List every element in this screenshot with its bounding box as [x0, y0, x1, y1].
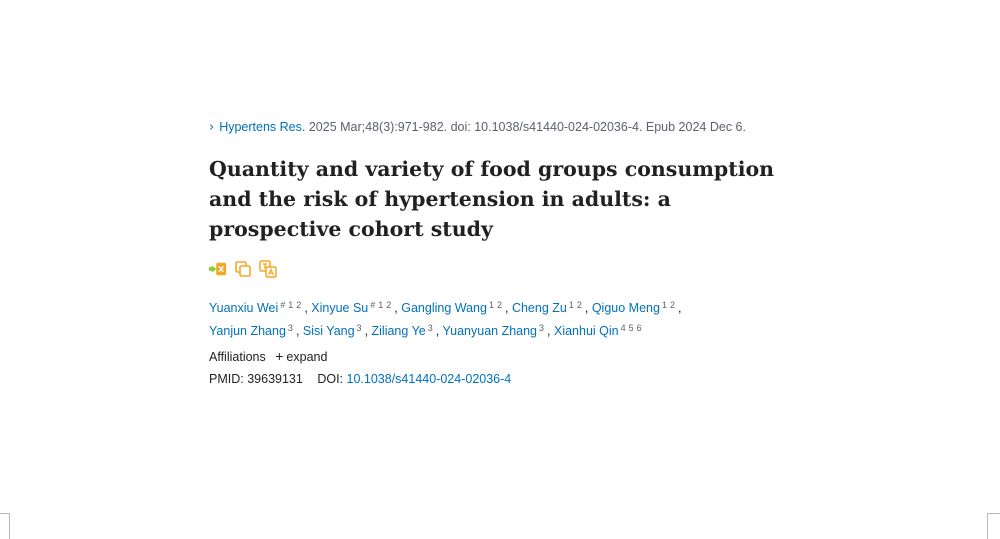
affiliation-mark[interactable]: 1: [378, 300, 384, 310]
affiliation-mark[interactable]: 1: [488, 300, 494, 310]
authors-list: Yuanxiu Wei #1 2, Xinyue Su #1 2, Gangling W…: [209, 300, 682, 338]
affiliation-mark[interactable]: #: [370, 300, 376, 310]
author-link[interactable]: Qiguo Meng: [591, 301, 660, 315]
journal-link[interactable]: Hypertens Res.: [219, 120, 306, 134]
affiliation-mark[interactable]: 2: [386, 300, 392, 310]
tools-row: [209, 259, 809, 279]
affiliation-mark[interactable]: 3: [539, 323, 545, 333]
page-corner-right: [987, 513, 1000, 539]
author-link[interactable]: Xianhui Qin: [553, 324, 619, 338]
chevron-right-icon[interactable]: ›: [209, 120, 215, 135]
affiliation-mark[interactable]: 2: [669, 300, 675, 310]
author-link[interactable]: Gangling Wang: [401, 301, 487, 315]
copy-icon[interactable]: [234, 260, 252, 278]
affiliation-mark[interactable]: 1: [568, 300, 574, 310]
identifiers-row: PMID: 39639131 DOI: 10.1038/s41440-024-0…: [209, 369, 809, 389]
affiliation-mark[interactable]: 2: [576, 300, 582, 310]
page-corner-left: [0, 513, 10, 539]
citation-line: › Hypertens Res. 2025 Mar;48(3):971-982. …: [209, 117, 809, 138]
pmid-value: 39639131: [247, 372, 303, 386]
expand-affiliations-button[interactable]: + expand: [275, 348, 328, 364]
author-link[interactable]: Yuanyuan Zhang: [442, 324, 538, 338]
author-affiliation-marks: #1 2: [370, 300, 394, 310]
author-affiliation-marks: 3: [288, 323, 296, 333]
affiliation-mark[interactable]: 3: [287, 323, 293, 333]
author-link[interactable]: Xinyue Su: [311, 301, 369, 315]
author-link[interactable]: Sisi Yang: [302, 324, 355, 338]
author-link[interactable]: Yuanxiu Wei: [209, 301, 279, 315]
author-affiliation-marks: 3: [428, 323, 436, 333]
citation-details: 2025 Mar;48(3):971-982. doi: 10.1038/s41…: [308, 120, 746, 134]
affiliation-mark[interactable]: 2: [496, 300, 502, 310]
author-affiliation-marks: 3: [539, 323, 547, 333]
author-link[interactable]: Ziliang Ye: [371, 324, 426, 338]
translate-icon[interactable]: [259, 260, 277, 278]
expand-label: expand: [286, 350, 328, 364]
author-affiliation-marks: 3: [357, 323, 365, 333]
affiliation-mark[interactable]: 1: [661, 300, 667, 310]
affiliations-row: Affiliations + expand: [209, 346, 809, 367]
affiliation-mark[interactable]: 5: [628, 323, 634, 333]
affiliation-mark[interactable]: 6: [636, 323, 642, 333]
affiliation-mark[interactable]: 3: [427, 323, 433, 333]
author-link[interactable]: Yanjun Zhang: [209, 324, 286, 338]
affiliation-mark[interactable]: 3: [356, 323, 362, 333]
pmid-label: PMID:: [209, 372, 244, 386]
article-header: › Hypertens Res. 2025 Mar;48(3):971-982. …: [209, 117, 809, 389]
share-arrow-icon[interactable]: [209, 260, 227, 278]
author-affiliation-marks: #1 2: [280, 300, 304, 310]
affiliation-mark[interactable]: 4: [620, 323, 626, 333]
affiliation-mark[interactable]: 1: [288, 300, 294, 310]
affiliation-mark[interactable]: 2: [296, 300, 302, 310]
plus-icon: +: [275, 348, 284, 364]
doi-link[interactable]: 10.1038/s41440-024-02036-4: [346, 372, 512, 386]
affiliation-mark[interactable]: #: [280, 300, 286, 310]
author-link[interactable]: Cheng Zu: [511, 301, 567, 315]
doi-label: DOI:: [317, 372, 344, 386]
affiliations-label: Affiliations: [209, 350, 266, 364]
article-title: Quantity and variety of food groups cons…: [209, 157, 775, 241]
